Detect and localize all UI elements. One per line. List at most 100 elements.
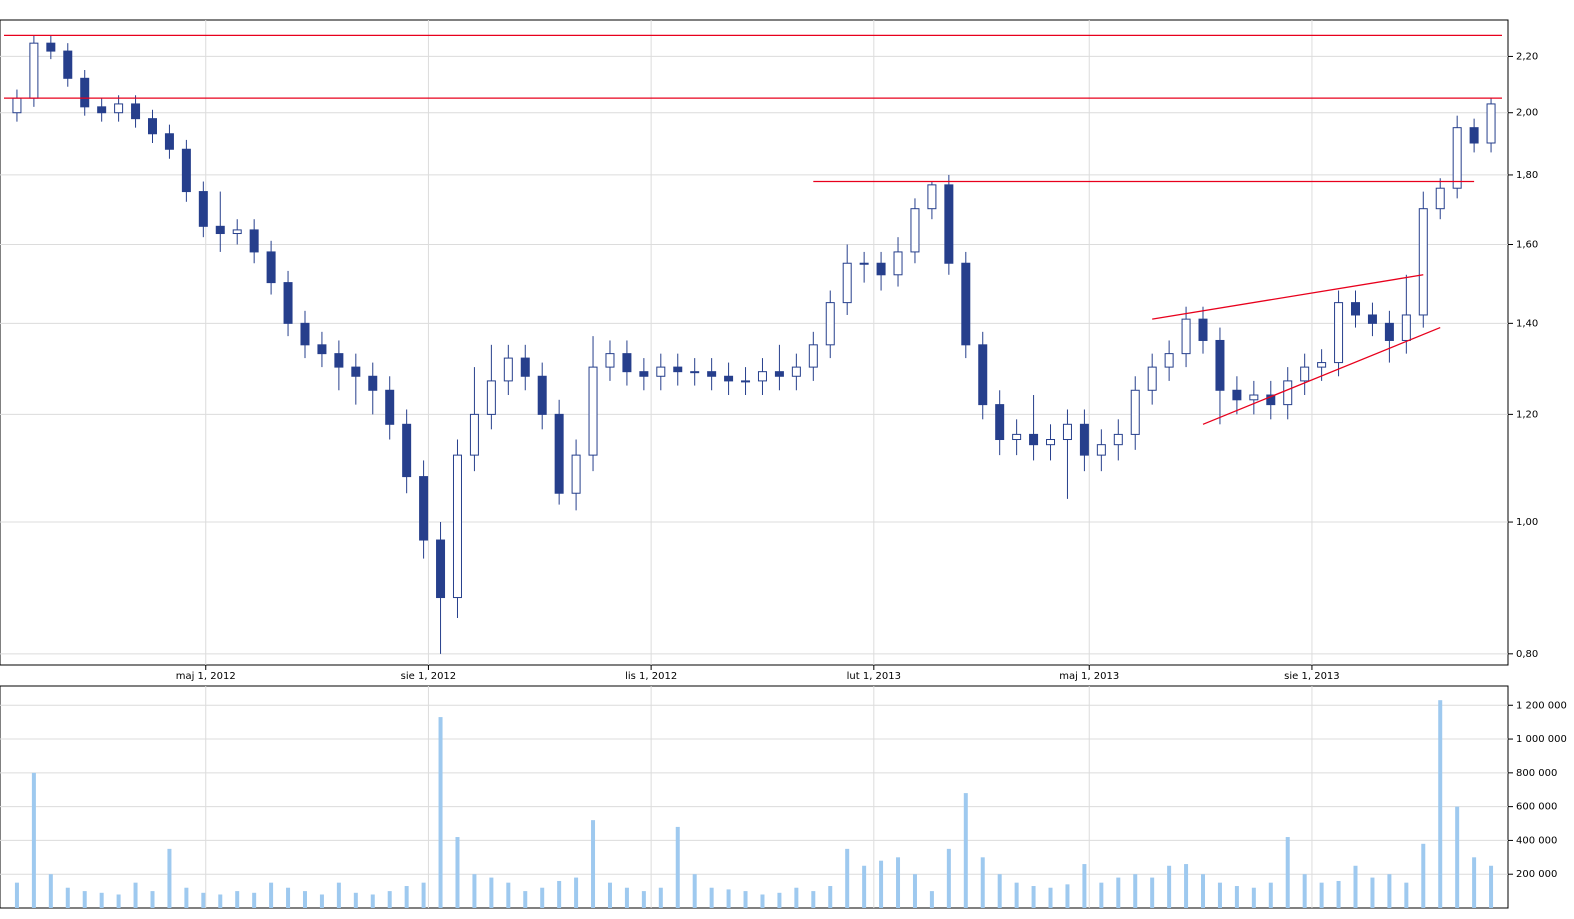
candle-body	[181, 148, 191, 193]
y-tick-label: 1,60	[1516, 239, 1538, 250]
volume-bar	[523, 891, 528, 908]
volume-bar	[896, 857, 901, 908]
candle-body	[503, 357, 513, 382]
candle-body	[1029, 433, 1039, 446]
candle-body	[1164, 353, 1174, 368]
candle-body	[97, 106, 107, 114]
candle-body	[554, 413, 564, 494]
y-tick-label: 600 000	[1516, 802, 1557, 813]
trend-line	[1152, 274, 1424, 320]
candle-body	[995, 404, 1005, 441]
volume-bar	[116, 894, 121, 908]
volume-bar	[489, 877, 494, 908]
candle-body	[368, 375, 378, 391]
candle-body	[1079, 423, 1089, 456]
volume-bar	[1014, 882, 1019, 908]
candle-body	[1181, 318, 1191, 355]
volume-bar	[235, 891, 240, 908]
candle-body	[1435, 187, 1445, 210]
candle-body	[419, 476, 429, 541]
volume-bar	[370, 894, 375, 908]
volume-bar	[743, 891, 748, 908]
x-tick-label: maj 1, 2013	[1059, 671, 1119, 682]
volume-bar	[574, 877, 579, 908]
volume-bar	[1319, 882, 1324, 908]
candle-body	[724, 375, 734, 382]
candle-body	[1418, 208, 1428, 316]
volume-bar	[540, 887, 545, 908]
volume-bar	[472, 874, 477, 908]
volume-bar	[1438, 700, 1443, 908]
candle-body	[690, 371, 700, 374]
volume-bar	[591, 820, 596, 908]
candle-body	[707, 371, 717, 377]
volume-bar	[1387, 874, 1392, 908]
volume-bar	[184, 887, 189, 908]
volume-panel	[0, 685, 1509, 909]
volume-bar	[1201, 874, 1206, 908]
volume-bar	[218, 894, 223, 908]
volume-bar	[641, 891, 646, 908]
volume-bar	[201, 892, 206, 908]
y-tick-label: 1,40	[1516, 318, 1538, 329]
volume-bar	[692, 874, 697, 908]
candle-body	[825, 302, 835, 346]
candle-body	[334, 353, 344, 368]
volume-bar	[1048, 887, 1053, 908]
volume-bar	[1302, 874, 1307, 908]
candle-body	[571, 454, 581, 494]
volume-bar	[946, 848, 951, 908]
volume-bar	[133, 882, 138, 908]
candle-body	[1486, 103, 1496, 144]
volume-bar	[1370, 877, 1375, 908]
volume-bar	[421, 882, 426, 908]
volume-bar	[252, 892, 257, 908]
candle-body	[486, 380, 496, 415]
candle-body	[961, 262, 971, 346]
y-tick-label: 2,20	[1516, 51, 1538, 62]
x-tick-label: maj 1, 2012	[176, 671, 236, 682]
volume-bar	[726, 889, 731, 908]
volume-bar	[879, 860, 884, 908]
candle-body	[1317, 362, 1327, 368]
candle-body	[808, 344, 818, 368]
y-tick-label: 0,80	[1516, 649, 1538, 660]
y-tick-label: 200 000	[1516, 869, 1557, 880]
volume-bar	[912, 874, 917, 908]
volume-bar	[1336, 880, 1341, 908]
candle-body	[1062, 423, 1072, 441]
volume-bar	[1031, 886, 1036, 908]
volume-bar	[607, 882, 612, 908]
candle-body	[1469, 127, 1479, 144]
volume-bar	[1234, 886, 1239, 908]
candle-body	[1096, 444, 1106, 456]
volume-bar	[387, 891, 392, 908]
candle-body	[1113, 433, 1123, 446]
volume-bar	[167, 848, 172, 908]
y-tick-label: 1,80	[1516, 170, 1538, 181]
volume-bar	[1167, 865, 1172, 908]
candle-body	[46, 42, 56, 52]
volume-bar	[1184, 864, 1189, 908]
volume-bar	[624, 887, 629, 908]
volume-bar	[828, 886, 833, 908]
volume-bar	[675, 826, 680, 908]
volume-bar	[31, 772, 36, 908]
volume-bar	[963, 793, 968, 908]
volume-bar	[404, 886, 409, 908]
candle-body	[436, 539, 446, 599]
candle-body	[12, 97, 22, 114]
candle-body	[215, 225, 225, 235]
candle-body	[351, 366, 361, 377]
volume-bar	[506, 882, 511, 908]
candle-body	[300, 322, 310, 346]
volume-bar	[302, 891, 307, 908]
candle-body	[893, 251, 903, 276]
candle-body	[1283, 380, 1293, 406]
candle-body	[1215, 339, 1225, 391]
volume-bar	[286, 887, 291, 908]
volume-bar	[1489, 865, 1494, 908]
volume-bar	[1251, 887, 1256, 908]
candle-body	[673, 366, 683, 373]
